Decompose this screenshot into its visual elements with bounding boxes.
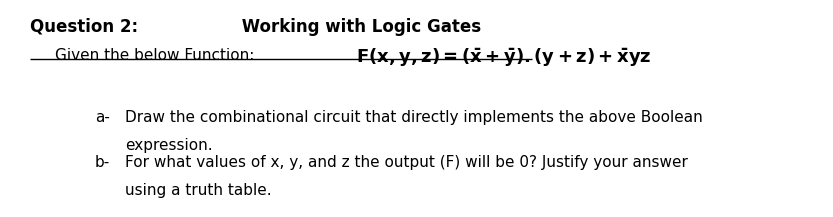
Text: Draw the combinational circuit that directly implements the above Boolean: Draw the combinational circuit that dire… — [125, 110, 703, 125]
Text: a-: a- — [95, 110, 110, 125]
Text: Working with Logic Gates: Working with Logic Gates — [236, 18, 481, 36]
Text: Question 2:: Question 2: — [30, 18, 138, 36]
Text: using a truth table.: using a truth table. — [125, 183, 272, 198]
Text: $\mathbf{F(x, y, z) = (\bar{x} + \bar{y}).(y + z) + \bar{x}yz}$: $\mathbf{F(x, y, z) = (\bar{x} + \bar{y}… — [356, 47, 651, 69]
Text: expression.: expression. — [125, 138, 212, 153]
Text: b-: b- — [95, 155, 110, 170]
Text: Given the below Function:: Given the below Function: — [55, 48, 264, 63]
Text: Given the below Function:: Given the below Function: — [55, 48, 264, 63]
Text: For what values of x, y, and z the output (F) will be 0? Justify your answer: For what values of x, y, and z the outpu… — [125, 155, 688, 170]
